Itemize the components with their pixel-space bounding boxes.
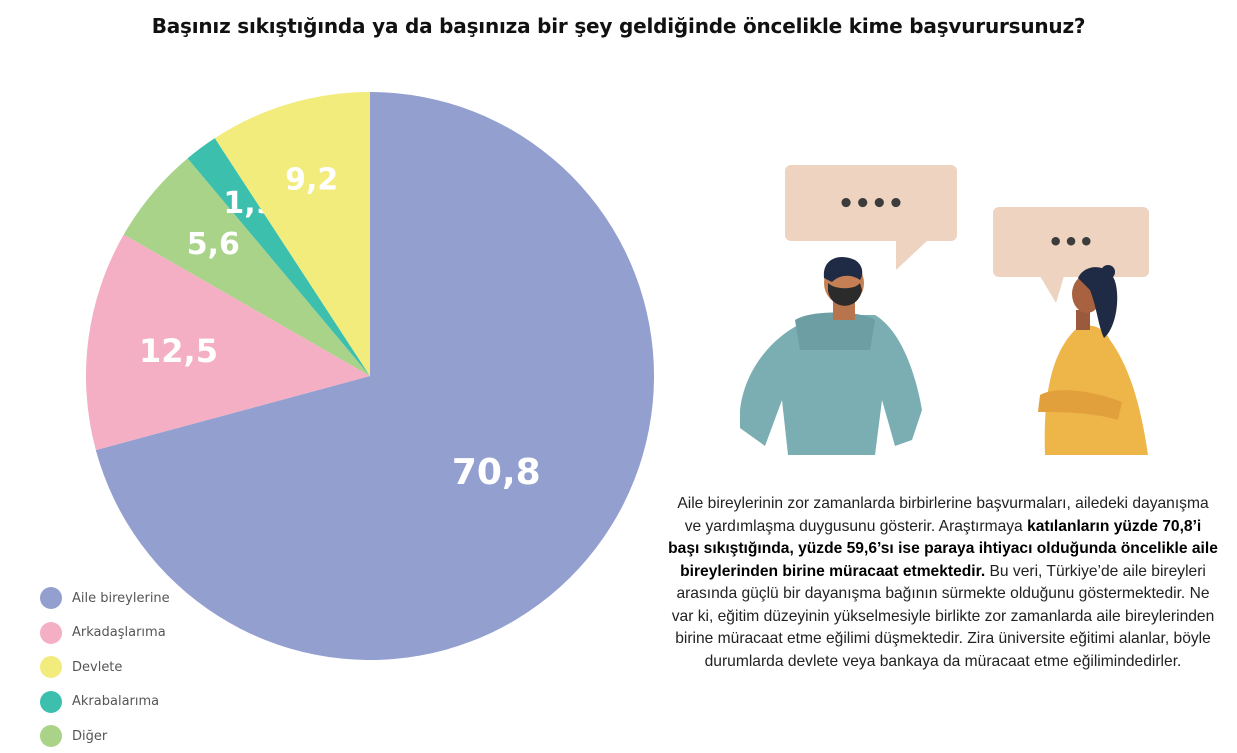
legend-swatch: [40, 725, 62, 747]
description-bold: katılanların yüzde 70,8’i başı sıkıştığı…: [668, 517, 1218, 580]
legend-item-devlete: Devlete: [40, 656, 170, 678]
legend-label: Arkadaşlarıma: [72, 625, 166, 640]
speech-bubble-right: •••: [993, 207, 1149, 303]
pie-slice-arkadaslarima: [86, 234, 371, 451]
pie-label-devlete: 9,2: [285, 163, 338, 198]
pie-label-arkadaslarima: 12,5: [139, 332, 218, 370]
legend-label: Aile bireylerine: [72, 590, 170, 606]
bubble-left-dots: ••••: [838, 189, 904, 219]
bubble-right-dots: •••: [1048, 228, 1094, 256]
speech-bubble-left: ••••: [785, 165, 957, 270]
pie-label-diger: 5,6: [187, 227, 240, 262]
illustration: •••• •••: [740, 165, 1149, 455]
pie-chart: 70,812,55,61,99,2: [86, 92, 654, 660]
pie-slice-aile-bireylerine: [95, 92, 654, 660]
legend-label: Akrabalarıma: [72, 694, 160, 709]
legend-label: Diğer: [72, 728, 108, 744]
legend-item-aile-bireylerine: Aile bireylerine: [40, 587, 170, 609]
description-text: Aile bireylerinin zor zamanlarda birbirl…: [668, 493, 1218, 673]
description-part2: Bu veri, Türkiye’de aile bireyleri arası…: [671, 562, 1215, 670]
legend-swatch: [40, 656, 62, 678]
man-figure: [740, 257, 922, 455]
page-title: Başınız sıkıştığında ya da başınıza bir …: [151, 14, 1086, 38]
pie-label-aile-bireylerine: 70,8: [452, 452, 541, 493]
description-part1: Aile bireylerinin zor zamanlarda birbirl…: [677, 495, 1209, 535]
pie-slice-diger: [123, 158, 370, 376]
pie-slice-devlete: [214, 92, 370, 376]
legend-swatch: [40, 587, 62, 609]
pie-slice-akrabalarima: [187, 138, 370, 376]
chart-legend: Aile bireylerine Arkadaşlarıma Devlete Akra…: [40, 587, 170, 753]
legend-item-diger: Diğer: [40, 725, 170, 747]
legend-item-akrabalarima: Akrabalarıma: [40, 690, 170, 713]
legend-swatch: [40, 690, 62, 713]
woman-figure: [1038, 265, 1148, 455]
legend-item-arkadaslarima: Arkadaşlarıma: [40, 621, 170, 644]
legend-label: Devlete: [72, 659, 123, 675]
legend-swatch: [40, 621, 62, 644]
